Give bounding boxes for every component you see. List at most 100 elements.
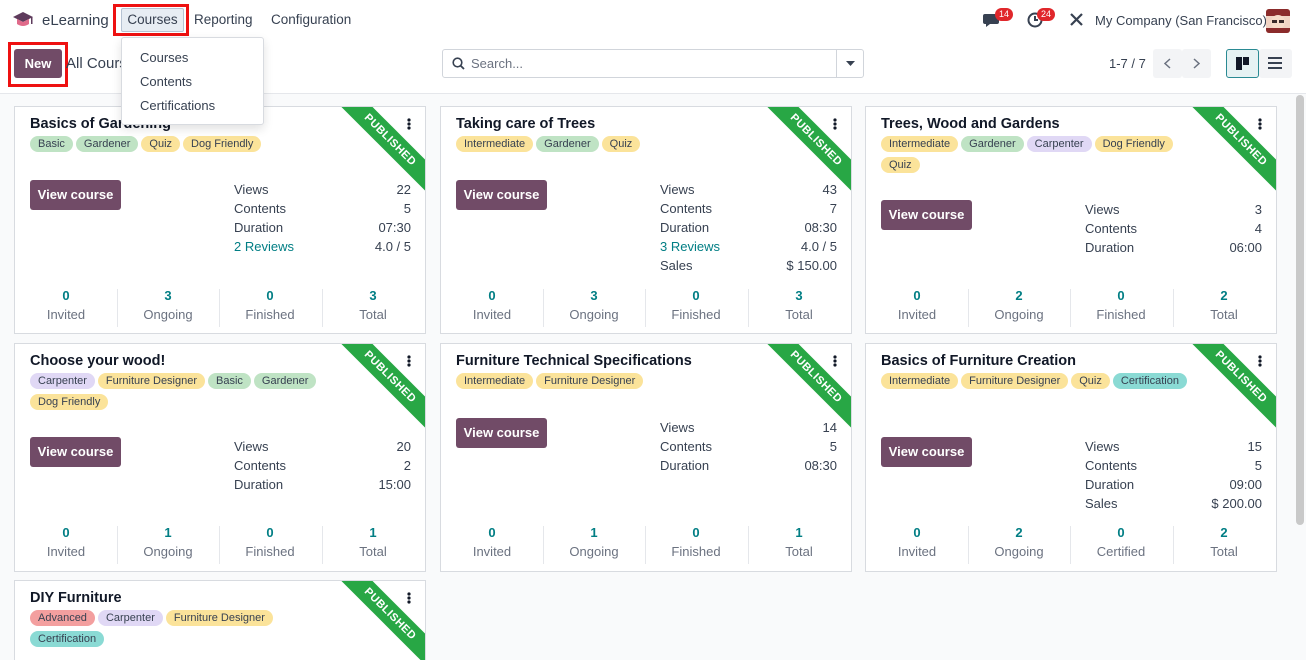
reviews-link[interactable]: 2 Reviews <box>234 239 294 254</box>
stat-row: Contents 4 <box>1085 221 1262 240</box>
attendee-stat-1[interactable]: 1 Ongoing <box>543 525 645 564</box>
search-input[interactable]: Search... <box>471 56 524 71</box>
view-course-button[interactable]: View course <box>456 180 547 210</box>
stat-row: Views 22 <box>234 182 411 201</box>
kanban-view-button[interactable] <box>1226 49 1259 78</box>
attendee-count: 3 <box>590 288 598 303</box>
attendee-stat-0[interactable]: 0 Invited <box>441 525 543 564</box>
course-stats: Views 14 Contents 5 Duration 08:30 <box>660 420 837 477</box>
attendee-stat-0[interactable]: 0 Invited <box>866 525 968 564</box>
course-card[interactable]: Taking care of Trees PUBLISHED Intermediat… <box>440 106 852 334</box>
attendee-stat-3[interactable]: 2 Total <box>1173 525 1275 564</box>
attendee-stat-1[interactable]: 3 Ongoing <box>543 288 645 327</box>
attendee-label: Ongoing <box>143 544 193 559</box>
course-stats: Views 22 Contents 5 Duration 07:30 2 Reviews 4.… <box>234 182 411 258</box>
new-button[interactable]: New <box>14 49 62 78</box>
view-course-button[interactable]: View course <box>881 200 972 230</box>
course-tag: Quiz <box>1071 373 1110 389</box>
card-menu-icon[interactable] <box>407 118 411 130</box>
attendee-stat-2[interactable]: 0 Finished <box>645 525 747 564</box>
control-panel-divider <box>0 93 1306 94</box>
card-menu-icon[interactable] <box>1258 118 1262 130</box>
view-course-button[interactable]: View course <box>881 437 972 467</box>
course-tag: Dog Friendly <box>30 394 109 410</box>
view-course-button[interactable]: View course <box>456 418 547 448</box>
attendee-stat-3[interactable]: 1 Total <box>748 525 850 564</box>
stat-value: 09:00 <box>1229 477 1262 492</box>
stat-label: Duration <box>1085 477 1135 492</box>
course-card[interactable]: Basics of Furniture Creation PUBLISHED Int… <box>865 343 1277 572</box>
course-tags: Intermediate Gardener Carpenter Dog Friendl… <box>881 135 1201 177</box>
dropdown-item-certifications[interactable]: Certifications <box>140 98 216 113</box>
course-card[interactable]: Trees, Wood and Gardens PUBLISHED Intermed… <box>865 106 1277 334</box>
card-menu-icon[interactable] <box>407 592 411 604</box>
course-tag: Quiz <box>601 136 641 152</box>
attendee-stat-0[interactable]: 0 Invited <box>15 288 117 327</box>
view-course-button[interactable]: View course <box>30 180 121 210</box>
attendee-stat-3[interactable]: 1 Total <box>322 525 424 564</box>
attendee-label: Invited <box>897 544 937 559</box>
attendee-stat-2[interactable]: 0 Finished <box>219 288 321 327</box>
attendee-stat-3[interactable]: 2 Total <box>1173 288 1275 327</box>
search-options-toggle[interactable] <box>836 50 863 77</box>
pager-previous-button[interactable] <box>1153 49 1182 78</box>
pager-value[interactable]: 1-7 / 7 <box>1109 56 1146 71</box>
attendee-stat-0[interactable]: 0 Invited <box>441 288 543 327</box>
course-card[interactable]: Basics of Gardening PUBLISHED Basic Gardene… <box>14 106 426 334</box>
course-card[interactable]: DIY Furniture PUBLISHED Advanced Carpenter F… <box>14 580 426 660</box>
menu-courses[interactable]: Courses <box>121 8 184 32</box>
card-menu-icon[interactable] <box>833 118 837 130</box>
stat-label: Contents <box>234 201 287 216</box>
course-card[interactable]: Choose your wood! PUBLISHED Carpenter Furni… <box>14 343 426 572</box>
attendee-stat-0[interactable]: 0 Invited <box>866 288 968 327</box>
attendee-stat-3[interactable]: 3 Total <box>322 288 424 327</box>
course-card[interactable]: Furniture Technical Specifications PUBLIS… <box>440 343 852 572</box>
attendee-label: Ongoing <box>994 544 1044 559</box>
course-tags: Intermediate Gardener Quiz <box>456 135 776 156</box>
course-tag: Intermediate <box>881 373 959 389</box>
pager-next-button[interactable] <box>1182 49 1211 78</box>
attendee-stat-3[interactable]: 3 Total <box>748 288 850 327</box>
stat-label: Duration <box>660 458 710 473</box>
user-avatar[interactable] <box>1266 9 1290 33</box>
debug-tools-icon[interactable] <box>1069 12 1084 27</box>
company-switcher[interactable]: My Company (San Francisco) <box>1095 13 1267 28</box>
search-bar[interactable]: Search... <box>442 49 864 78</box>
attendee-stat-2[interactable]: 0 Finished <box>1070 288 1172 327</box>
attendee-stat-1[interactable]: 2 Ongoing <box>968 525 1070 564</box>
list-view-button[interactable] <box>1259 49 1292 78</box>
course-title: Trees, Wood and Gardens <box>881 116 1060 132</box>
dropdown-item-courses[interactable]: Courses <box>140 50 189 65</box>
course-tags: Carpenter Furniture Designer Basic Gardener… <box>30 372 350 414</box>
attendee-count: 1 <box>369 525 377 540</box>
stat-label: Duration <box>660 220 710 235</box>
view-course-button[interactable]: View course <box>30 437 121 467</box>
attendee-stat-1[interactable]: 1 Ongoing <box>117 525 219 564</box>
card-menu-icon[interactable] <box>833 355 837 367</box>
elearning-logo-icon[interactable] <box>12 10 34 30</box>
card-menu-icon[interactable] <box>407 355 411 367</box>
course-tag: Certification <box>1112 373 1187 389</box>
reviews-link[interactable]: 3 Reviews <box>660 239 720 254</box>
attendee-stat-0[interactable]: 0 Invited <box>15 525 117 564</box>
attendee-stat-1[interactable]: 2 Ongoing <box>968 288 1070 327</box>
attendee-stat-2[interactable]: 0 Finished <box>219 525 321 564</box>
dropdown-item-contents[interactable]: Contents <box>140 74 193 89</box>
attendee-label: Total <box>785 544 813 559</box>
attendee-stat-1[interactable]: 3 Ongoing <box>117 288 219 327</box>
vertical-scrollbar[interactable] <box>1296 95 1304 525</box>
course-tag: Furniture Designer <box>961 373 1069 389</box>
stat-row: Views 20 <box>234 439 411 458</box>
highlight-courses-menu <box>113 4 189 36</box>
attendee-stat-2[interactable]: 0 Finished <box>645 288 747 327</box>
app-name[interactable]: eLearning <box>42 12 109 29</box>
footer-separator <box>1070 289 1071 327</box>
course-stats: Views 43 Contents 7 Duration 08:30 3 Reviews 4.… <box>660 182 837 277</box>
menu-configuration[interactable]: Configuration <box>271 12 352 27</box>
attendee-stat-2[interactable]: 0 Certified <box>1070 525 1172 564</box>
stat-row: Sales $ 200.00 <box>1085 496 1262 515</box>
footer-separator <box>322 289 323 327</box>
card-menu-icon[interactable] <box>1258 355 1262 367</box>
footer-separator <box>543 289 544 327</box>
menu-reporting[interactable]: Reporting <box>194 12 253 27</box>
